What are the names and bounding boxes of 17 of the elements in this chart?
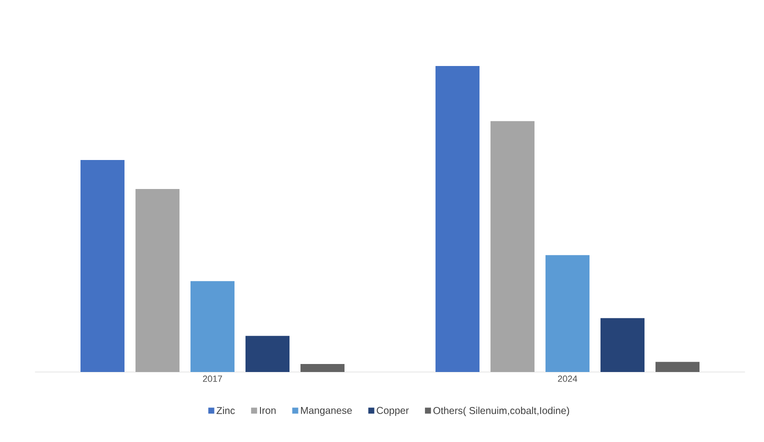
legend-label: Copper bbox=[376, 406, 409, 416]
bar bbox=[436, 66, 480, 372]
bar bbox=[600, 318, 645, 372]
bar bbox=[300, 364, 345, 372]
bar bbox=[136, 189, 180, 372]
legend-label: Manganese bbox=[301, 406, 352, 416]
bar bbox=[190, 281, 235, 372]
legend-label: Others( Silenuim,cobalt,Iodine) bbox=[433, 406, 570, 416]
legend-label: Iron bbox=[260, 406, 276, 414]
bar bbox=[246, 336, 290, 372]
x-tick-label: 2024 bbox=[558, 376, 578, 382]
bar bbox=[546, 255, 590, 372]
bar bbox=[656, 362, 700, 372]
x-tick-label: 2017 bbox=[202, 376, 222, 382]
legend-label: Zinc bbox=[216, 406, 235, 414]
bar bbox=[80, 160, 124, 372]
bar bbox=[490, 121, 535, 372]
